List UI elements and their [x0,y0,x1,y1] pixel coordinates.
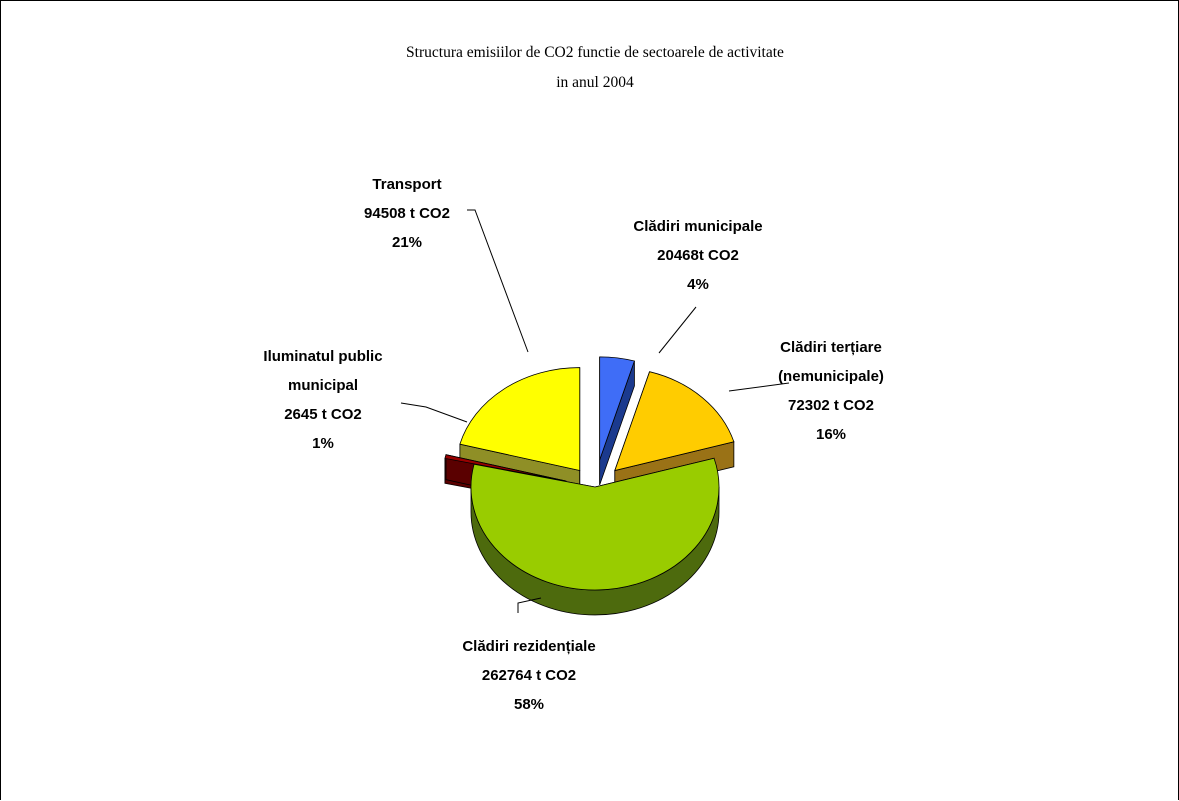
chart-title: Structura emisiilor de CO2 functie de se… [406,44,784,61]
slice-label-0: Clădiri municipale 20468t CO2 4% [633,218,762,293]
slice-label-line: 4% [687,276,709,293]
slice-label-line: (nemunicipale) [778,368,884,385]
slice-label-line: 262764 t CO2 [482,667,576,684]
pie-slice-2 [470,457,720,616]
pie-slice-0 [599,356,635,485]
slice-label-line: 94508 t CO2 [364,205,450,222]
chart-subtitle: in anul 2004 [556,74,634,91]
slice-label-line: 16% [816,426,846,443]
leader-line-3 [400,402,468,423]
slice-label-line: 2645 t CO2 [284,406,362,423]
slice-label-line: 20468t CO2 [657,247,739,264]
slice-label-line: 1% [312,435,334,452]
slices-layer [444,356,735,616]
slice-label-1: Clădiri terțiare (nemunicipale) 72302 t CO… [778,339,884,443]
slice-label-2: Clădiri rezidențiale 262764 t CO2 58% [462,638,595,713]
pie-slice-top-3 [444,454,566,482]
slice-label-line: 21% [392,234,422,251]
slice-label-line: municipal [288,377,358,394]
leader-line-4 [467,209,529,353]
pie-slice-top-4 [459,367,581,472]
slice-label-line: 72302 t CO2 [788,397,874,414]
slice-label-line: Clădiri terțiare [780,339,882,356]
slice-label-line: 58% [514,696,544,713]
slice-label-4: Transport 94508 t CO2 21% [364,176,450,251]
slice-label-3: Iluminatul public municipal 2645 t CO2 1% [263,348,382,452]
pie-slice-top-1 [614,371,735,472]
slice-label-line: Clădiri rezidențiale [462,638,595,655]
slice-labels: Clădiri municipale 20468t CO2 4% Clădiri te… [263,176,884,713]
leader-line-2 [517,597,542,613]
leader-line-0 [658,306,697,354]
slice-label-line: Clădiri municipale [633,218,762,235]
slice-label-line: Iluminatul public [263,348,382,365]
leader-line-1 [728,382,790,392]
leader-lines [400,209,790,613]
pie-slice-top-0 [599,356,635,460]
pie-slice-top-2 [470,457,720,591]
slice-label-line: Transport [372,176,441,193]
